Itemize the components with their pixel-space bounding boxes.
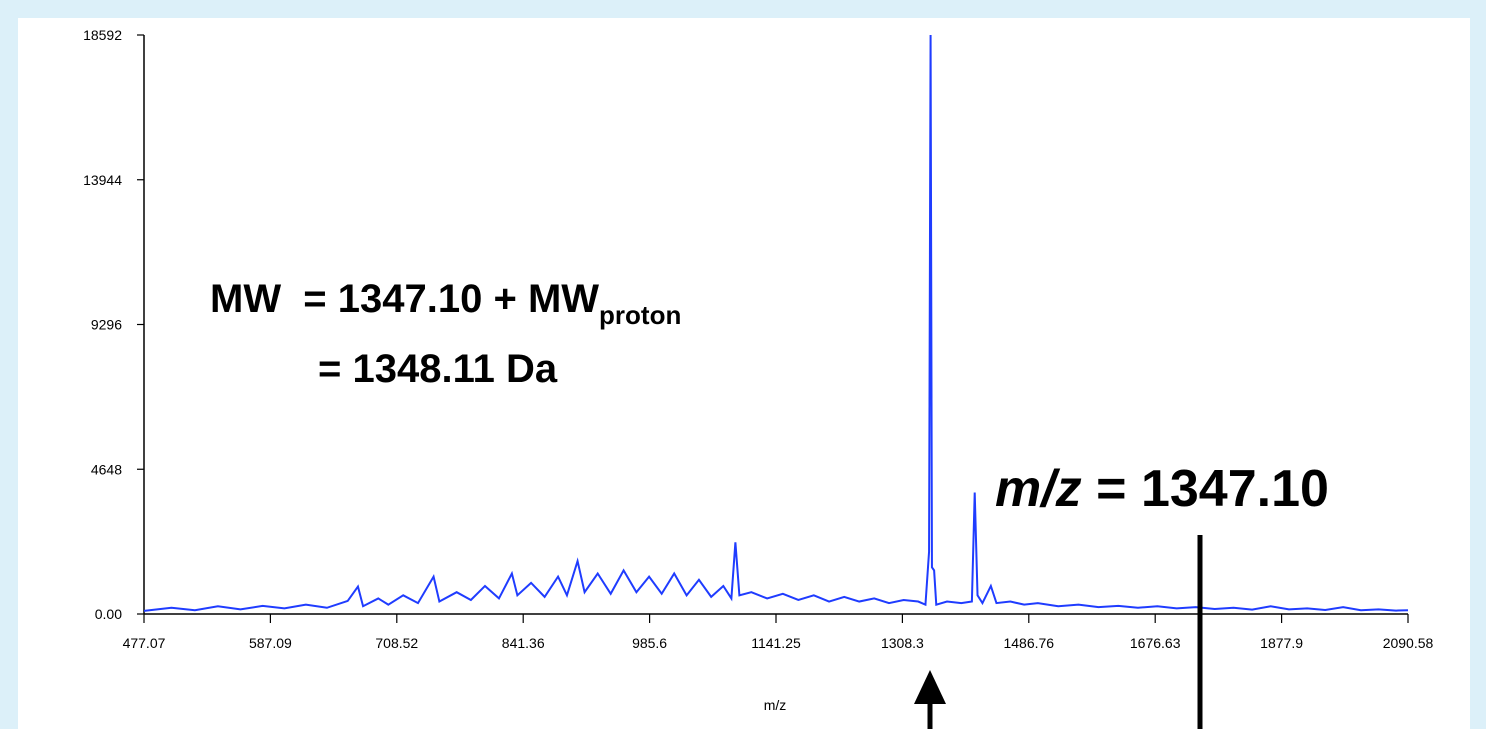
annotation-italic: m/z xyxy=(995,460,1082,518)
annotation: = 1348.11 Da xyxy=(318,347,558,391)
annotation-text: = 1347.10 xyxy=(1082,460,1329,518)
x-axis-label: m/z xyxy=(764,697,787,713)
x-tick-label: 985.6 xyxy=(632,635,667,651)
x-tick-label: 1308.3 xyxy=(881,635,924,651)
arrow-head xyxy=(914,670,946,704)
annotation-subscript: proton xyxy=(599,300,681,330)
x-tick-label: 841.36 xyxy=(502,635,545,651)
y-tick-label: 18592 xyxy=(83,27,122,43)
x-tick-label: 1676.63 xyxy=(1130,635,1181,651)
y-tick-label: 9296 xyxy=(91,317,122,333)
y-tick-label: 0.00 xyxy=(95,606,122,622)
annotation: MW = 1347.10 + MWproton xyxy=(210,277,681,330)
x-tick-label: 2090.58 xyxy=(1383,635,1434,651)
x-tick-label: 587.09 xyxy=(249,635,292,651)
x-tick-label: 1486.76 xyxy=(1003,635,1054,651)
annotation-text: MW = 1347.10 + MW xyxy=(210,277,599,321)
panel xyxy=(18,18,1470,729)
y-tick-label: 4648 xyxy=(91,461,122,477)
x-tick-label: 708.52 xyxy=(375,635,418,651)
x-tick-label: 477.07 xyxy=(123,635,166,651)
x-tick-label: 1877.9 xyxy=(1260,635,1303,651)
annotation: m/z = 1347.10 xyxy=(995,460,1329,518)
spectrum-line xyxy=(143,34,1409,612)
x-tick-label: 1141.25 xyxy=(751,635,801,651)
y-tick-label: 13944 xyxy=(83,172,122,188)
